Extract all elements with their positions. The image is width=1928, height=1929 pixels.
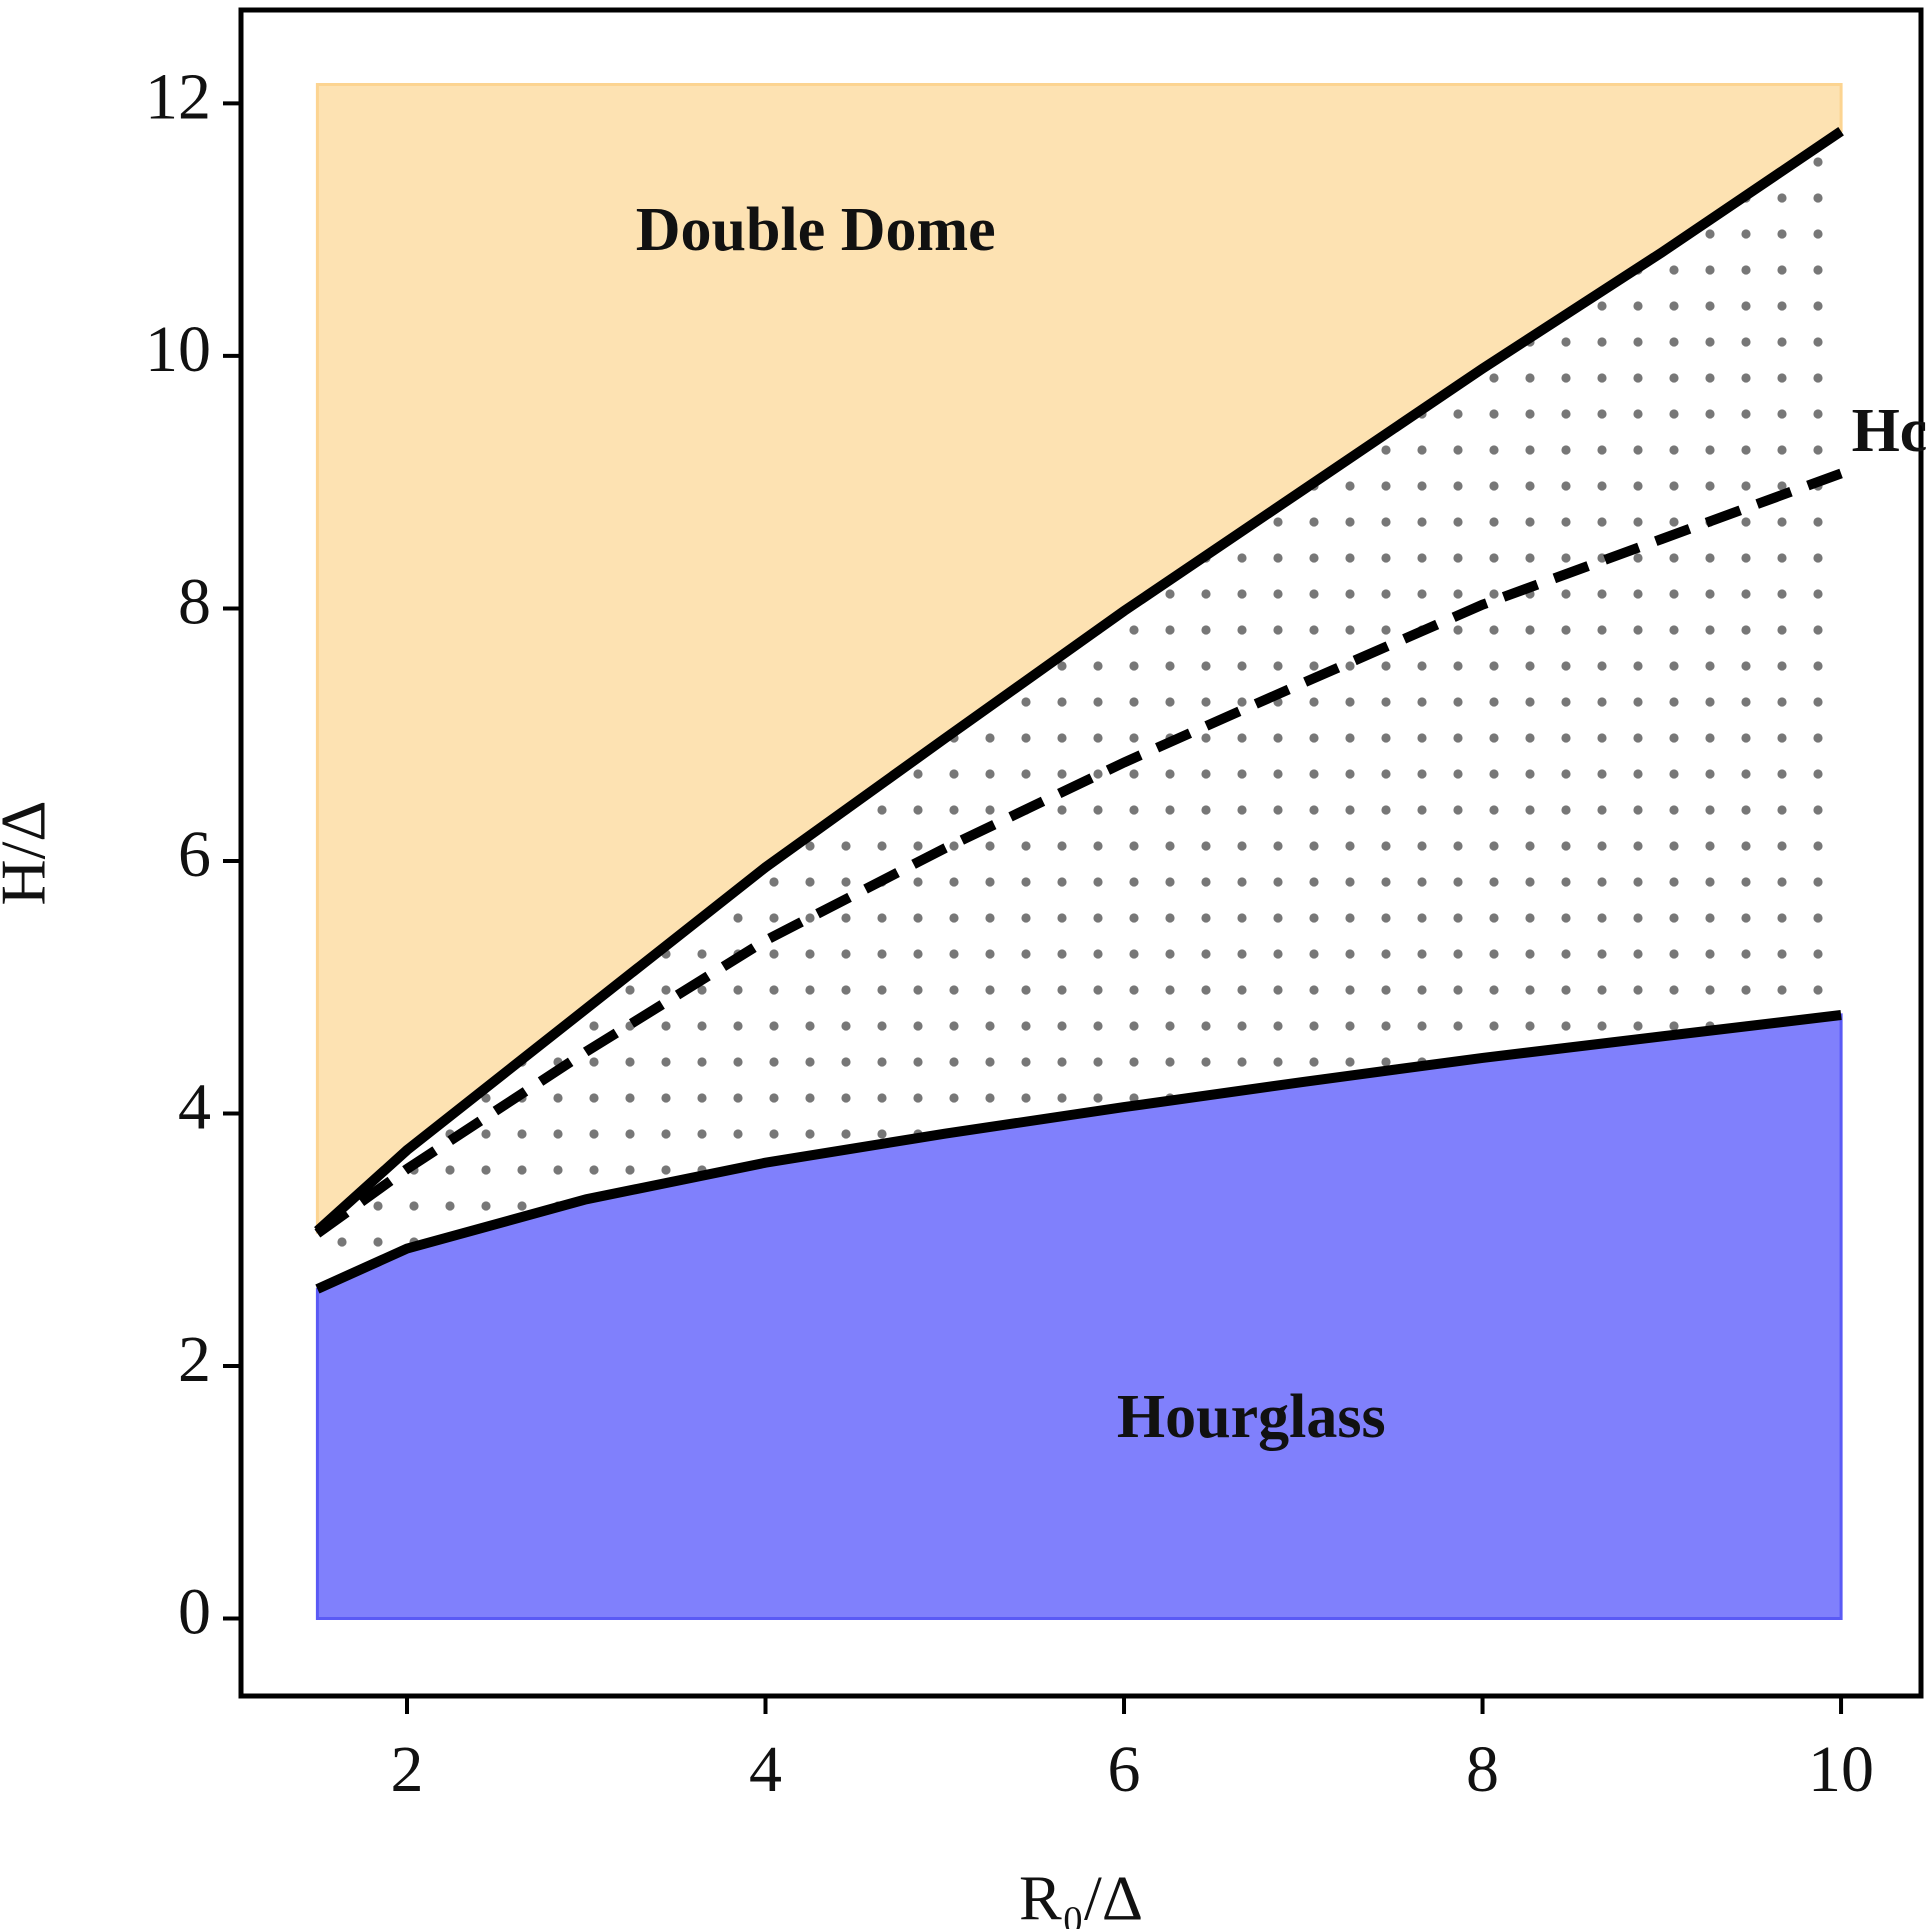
series-line — [314, 127, 1844, 1235]
y-tick-label: 8 — [178, 566, 211, 639]
y-tick-label: 4 — [178, 1071, 211, 1144]
y-tick-label: 6 — [178, 818, 211, 891]
plot-frame — [238, 7, 1924, 1699]
x-tick-label: 4 — [749, 1733, 782, 1806]
dotted-region — [317, 131, 1842, 1290]
x-tick-label: 6 — [1108, 1733, 1141, 1806]
series-line — [315, 1010, 1842, 1294]
x-tick-label: 8 — [1466, 1733, 1499, 1806]
y-tick-label: 2 — [178, 1323, 211, 1396]
y-tick-label: 10 — [145, 313, 211, 386]
x-tick-label: 2 — [390, 1733, 423, 1806]
line-label: Hc — [1852, 397, 1928, 465]
y-tick-label: 12 — [145, 61, 211, 134]
y-tick-label: 0 — [178, 1576, 211, 1649]
x-tick-label: 10 — [1808, 1733, 1874, 1806]
region-label: Double Dome — [636, 196, 996, 264]
x-axis-label: R₀/Δ — [1019, 1863, 1143, 1929]
y-axis-label: H/Δ — [0, 800, 59, 905]
region-label: Hourglass — [1117, 1383, 1386, 1451]
series-line — [314, 468, 1843, 1238]
